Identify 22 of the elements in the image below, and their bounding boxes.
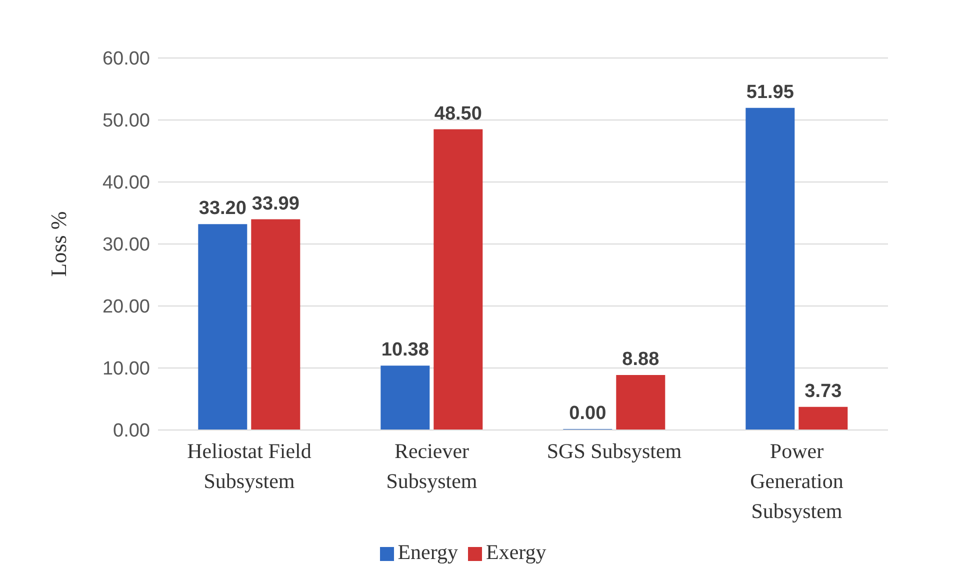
- y-tick-label: 20.00: [102, 296, 150, 318]
- data-label: 0.00: [569, 403, 606, 424]
- y-tick-label: 0.00: [113, 420, 150, 442]
- data-label: 33.99: [252, 193, 300, 214]
- x-tick-label: SGS Subsystem: [546, 439, 682, 463]
- data-label: 3.73: [804, 380, 842, 402]
- data-label: 8.88: [622, 348, 660, 370]
- data-label: 48.50: [434, 103, 482, 124]
- legend-label: Energy: [398, 540, 458, 564]
- y-tick-label: 30.00: [102, 234, 150, 256]
- y-tick-label: 60.00: [102, 48, 150, 70]
- y-tick-label: 10.00: [102, 358, 150, 380]
- data-label: 51.95: [746, 82, 794, 103]
- y-tick-label: 50.00: [102, 110, 150, 132]
- data-label: 10.38: [381, 340, 429, 361]
- x-tick-label: Reciever Subsystem: [386, 439, 478, 493]
- x-tick-label: Power Generation Subsystem: [750, 439, 844, 523]
- legend-label: Exergy: [486, 540, 546, 564]
- data-label: 33.20: [198, 198, 246, 220]
- x-tick-label: Heliostat Field Subsystem: [187, 439, 312, 493]
- y-axis-title: Loss %: [46, 211, 71, 277]
- y-tick-label: 40.00: [102, 172, 150, 194]
